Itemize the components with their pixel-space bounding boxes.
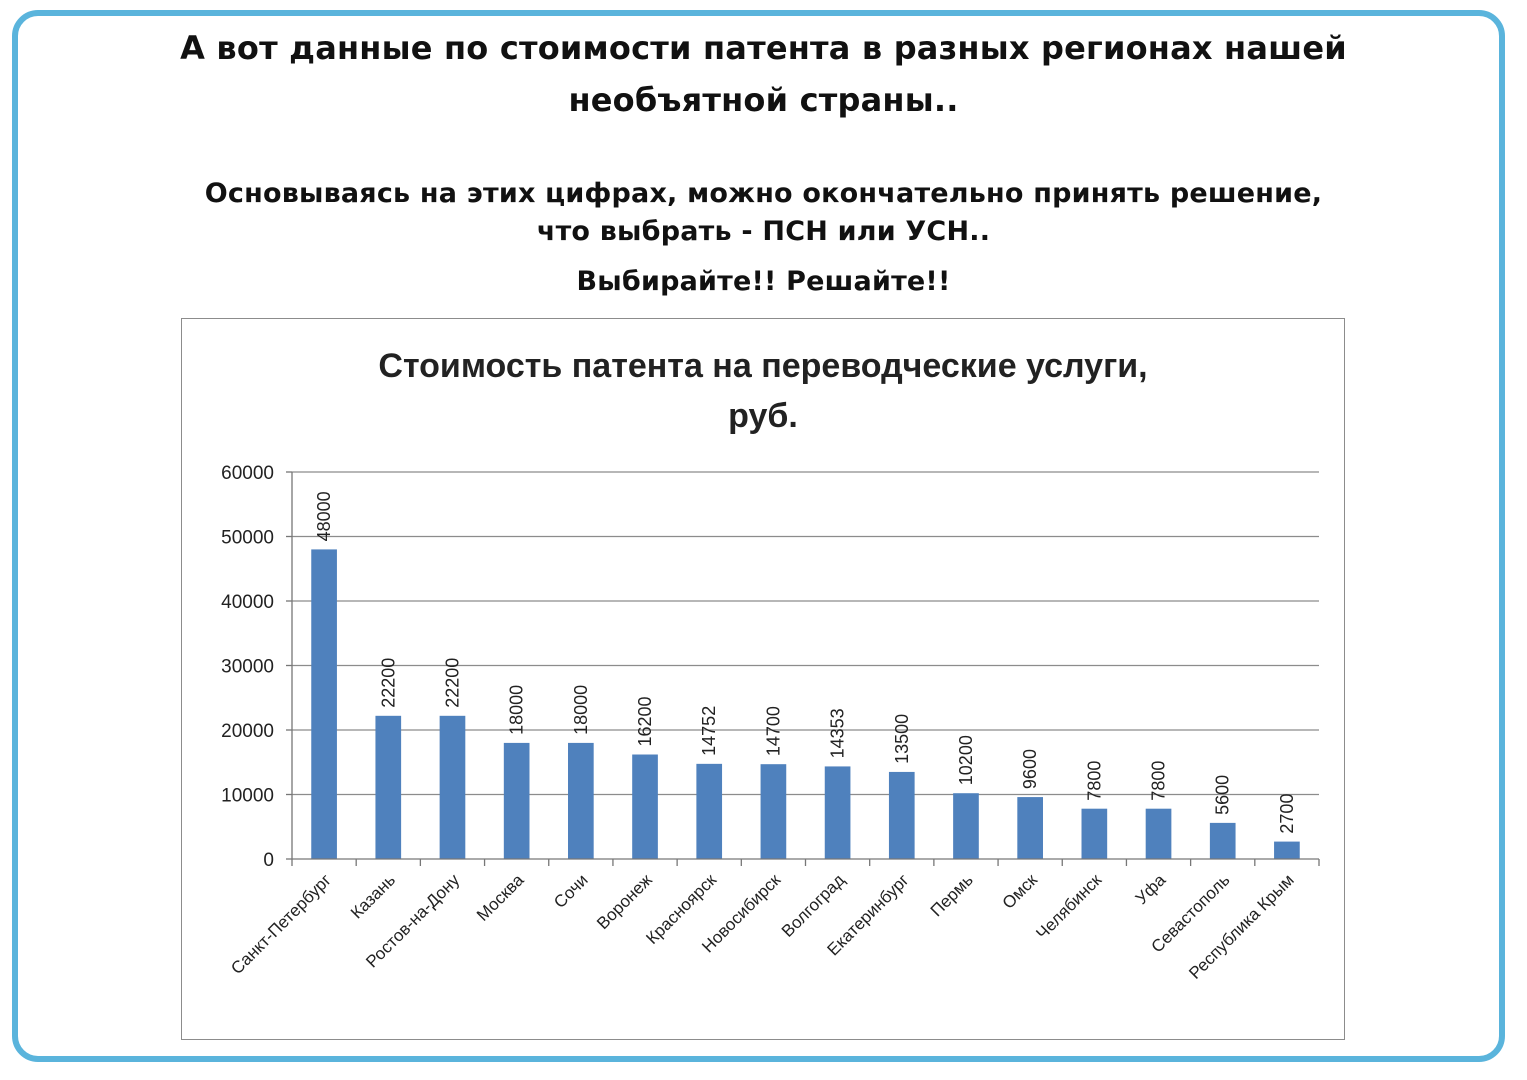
y-tick-label: 0 xyxy=(263,850,274,871)
data-label: 7800 xyxy=(1149,761,1169,801)
bar-13 xyxy=(1081,808,1108,859)
bar-12 xyxy=(1017,797,1043,859)
decision-text-line2: что выбрать - ПСН или УСН.. xyxy=(536,216,991,247)
chart-title-line1: Стоимость патента на переводческие услуг… xyxy=(378,347,1147,385)
data-label: 14353 xyxy=(828,708,848,758)
bar-15 xyxy=(1209,822,1236,859)
x-tick-label: Казань xyxy=(347,870,399,922)
x-tick-label: Омск xyxy=(999,870,1042,913)
data-label: 10200 xyxy=(956,735,976,785)
x-tick-label: Пермь xyxy=(927,870,977,920)
x-tick-label: Санкт-Петербург xyxy=(227,870,335,978)
y-tick-label: 20000 xyxy=(221,721,274,742)
y-tick-label: 10000 xyxy=(221,786,274,807)
data-label: 18000 xyxy=(571,685,591,735)
data-label: 7800 xyxy=(1084,761,1104,801)
bar-14 xyxy=(1145,808,1172,859)
intro-heading-line1: А вот данные по стоимости патента в разн… xyxy=(180,29,1347,67)
data-label: 9600 xyxy=(1020,749,1040,789)
x-tick-label: Москва xyxy=(473,870,528,925)
axes xyxy=(291,472,1320,866)
data-label: 14700 xyxy=(763,706,783,756)
y-tick-label: 60000 xyxy=(221,463,274,484)
bar-7 xyxy=(696,763,723,859)
decision-text-line1: Основываясь на этих цифрах, можно оконча… xyxy=(204,178,1323,209)
y-tick-label: 50000 xyxy=(221,528,274,549)
intro-heading-line2: необъятной страны.. xyxy=(568,81,959,119)
data-label: 22200 xyxy=(378,658,398,708)
bar-8 xyxy=(760,764,787,859)
x-tick-label: Воронеж xyxy=(593,870,656,933)
y-tick-label: 30000 xyxy=(221,657,274,678)
bar-3 xyxy=(439,715,466,859)
data-labels: 48000 22200 22200 18000 18000 16200 14752 14700… xyxy=(314,491,1297,833)
data-label: 5600 xyxy=(1213,775,1233,815)
data-label: 18000 xyxy=(507,685,527,735)
bars xyxy=(311,549,1300,859)
bar-6 xyxy=(632,754,658,859)
data-label: 48000 xyxy=(314,491,334,541)
data-label: 16200 xyxy=(635,696,655,746)
x-tick-label: Сочи xyxy=(550,870,592,912)
bar-9 xyxy=(824,766,851,859)
data-label: 22200 xyxy=(442,658,462,708)
bar-2 xyxy=(375,715,402,859)
bar-chart: Стоимость патента на переводческие услуг… xyxy=(221,347,1320,983)
data-label: 2700 xyxy=(1277,794,1297,834)
y-axis-ticks: 0 10000 20000 30000 40000 50000 60000 xyxy=(221,463,274,871)
bar-10 xyxy=(888,771,915,859)
bar-5 xyxy=(568,742,594,859)
bar-16 xyxy=(1274,841,1300,859)
x-tick-label: Челябинск xyxy=(1032,870,1105,943)
chart-container: Стоимость патента на переводческие услуг… xyxy=(181,318,1345,1040)
bar-11 xyxy=(953,793,979,859)
bar-1 xyxy=(311,549,337,859)
y-tick-label: 40000 xyxy=(221,592,274,613)
x-tick-label: Уфа xyxy=(1132,870,1170,908)
bar-4 xyxy=(503,742,530,859)
data-label: 14752 xyxy=(699,706,719,756)
call-to-action: Выбирайте!! Решайте!! xyxy=(576,266,951,297)
data-label: 13500 xyxy=(892,714,912,764)
chart-title-line2: руб. xyxy=(728,397,798,435)
